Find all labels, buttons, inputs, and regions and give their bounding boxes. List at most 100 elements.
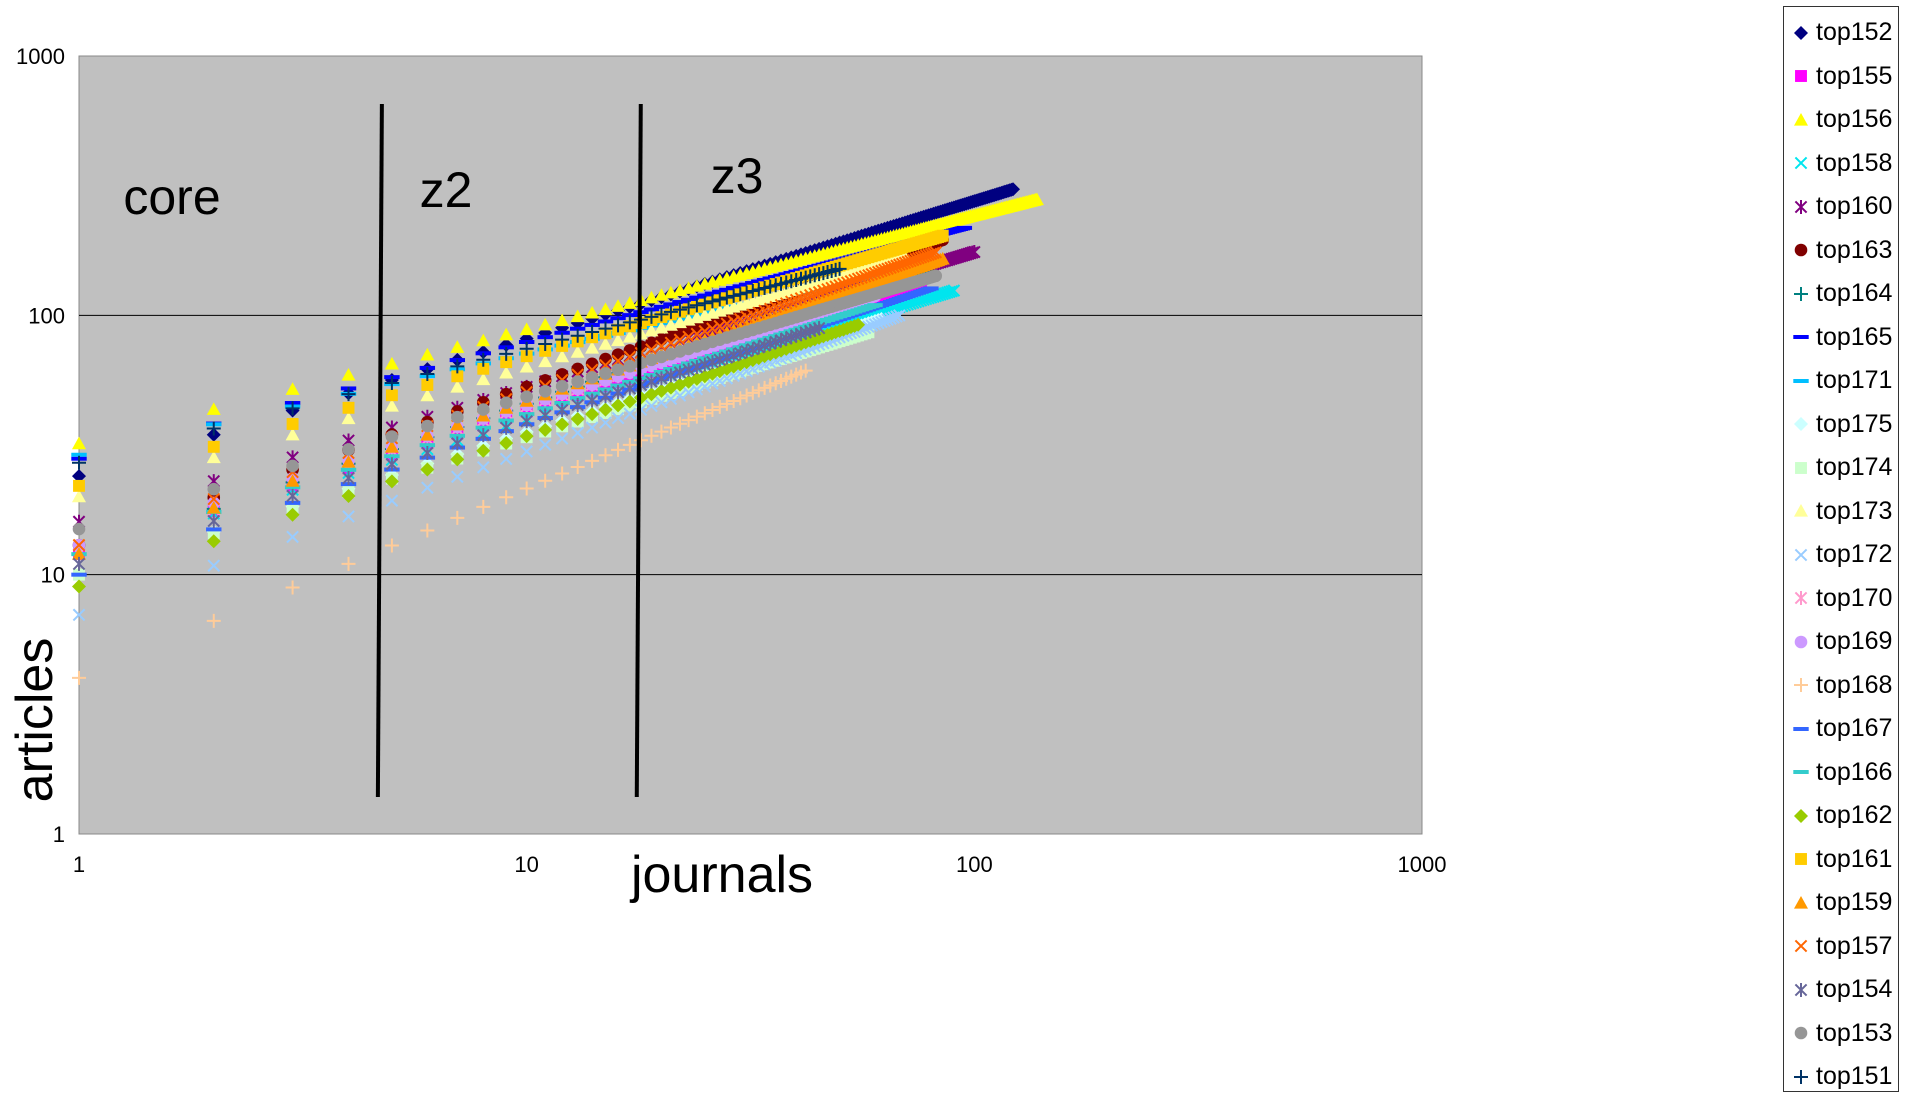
point-top154 xyxy=(698,357,712,372)
point-top153 xyxy=(585,371,599,384)
point-top172 xyxy=(476,460,490,474)
point-top158 xyxy=(943,285,956,299)
point-top154 xyxy=(499,420,513,435)
point-top153 xyxy=(207,482,221,496)
point-top157 xyxy=(803,288,817,302)
point-top156 xyxy=(611,299,626,312)
point-top151 xyxy=(611,318,626,333)
point-top156 xyxy=(72,436,86,450)
point-top172 xyxy=(520,445,533,458)
point-top156 xyxy=(555,313,570,327)
point-top173 xyxy=(538,354,553,368)
legend-item-top164: top164 xyxy=(1784,272,1898,316)
point-top174 xyxy=(740,363,753,376)
point-top168 xyxy=(733,391,748,406)
point-top154 xyxy=(538,408,552,423)
point-top162 xyxy=(341,488,356,503)
point-top154 xyxy=(706,355,719,370)
legend-symbol xyxy=(1795,70,1807,83)
point-top157 xyxy=(844,274,858,288)
legend-symbol xyxy=(1793,726,1809,731)
point-top162 xyxy=(622,394,637,409)
point-top160 xyxy=(968,245,981,260)
point-top151 xyxy=(681,300,696,315)
point-top172 xyxy=(664,392,678,406)
point-top157 xyxy=(821,282,834,296)
series-top168 xyxy=(72,363,813,685)
point-top157 xyxy=(623,350,637,364)
legend-marker-circle xyxy=(1794,1026,1808,1040)
point-top162 xyxy=(611,398,626,413)
point-top153 xyxy=(72,522,86,536)
legend-item-top171: top171 xyxy=(1784,359,1898,403)
point-top159 xyxy=(384,440,399,453)
point-top156 xyxy=(1029,192,1044,206)
point-top168 xyxy=(654,424,669,439)
point-top168 xyxy=(681,413,696,428)
point-top151 xyxy=(751,282,766,297)
legend-label: top151 xyxy=(1816,1062,1893,1091)
legend-marker-circle xyxy=(1794,243,1808,257)
point-top161 xyxy=(477,362,490,375)
point-top154 xyxy=(720,350,734,365)
point-top156 xyxy=(598,302,613,316)
point-top151 xyxy=(622,315,637,330)
zone-label-z2: z2 xyxy=(420,162,473,218)
point-top168 xyxy=(538,473,553,488)
legend-symbol xyxy=(1794,243,1808,257)
point-top159 xyxy=(206,501,221,514)
zone-label-z3: z3 xyxy=(711,148,764,204)
point-top157 xyxy=(833,278,846,292)
legend-symbol xyxy=(1793,378,1809,383)
legend-label: top152 xyxy=(1816,18,1893,47)
point-top168 xyxy=(726,394,741,409)
point-top154 xyxy=(72,556,86,571)
point-top172 xyxy=(385,494,399,507)
point-top168 xyxy=(285,580,300,595)
point-top151 xyxy=(499,346,514,361)
point-top173 xyxy=(598,337,613,350)
point-top165 xyxy=(689,295,705,300)
point-top151 xyxy=(832,261,847,276)
point-top156 xyxy=(519,322,534,336)
point-top168 xyxy=(384,538,399,553)
series-top153 xyxy=(72,269,943,536)
legend-marker-square xyxy=(1795,70,1807,83)
point-top173 xyxy=(499,365,514,379)
point-top159 xyxy=(285,474,300,487)
legend-marker-plus xyxy=(1794,286,1808,301)
point-top157 xyxy=(929,245,943,259)
legend-item-top155: top155 xyxy=(1784,55,1898,99)
point-top172 xyxy=(538,438,552,452)
point-top153 xyxy=(599,367,612,380)
point-top172 xyxy=(499,452,513,466)
point-top162 xyxy=(384,474,399,489)
point-top165 xyxy=(672,300,688,305)
point-top156 xyxy=(499,327,514,341)
point-top168 xyxy=(751,383,766,398)
point-top174 xyxy=(207,527,220,540)
point-top162 xyxy=(851,317,866,332)
point-top172 xyxy=(623,407,637,421)
point-top151 xyxy=(739,285,754,300)
y-tick-label: 10 xyxy=(41,563,65,588)
legend-marker-diamond xyxy=(1794,808,1808,823)
legend-symbol xyxy=(1794,286,1808,301)
legend-symbol xyxy=(1794,635,1808,649)
point-top156 xyxy=(420,347,435,361)
point-top173 xyxy=(341,411,356,425)
point-top151 xyxy=(654,307,669,322)
legend-label: top162 xyxy=(1816,801,1893,830)
point-top168 xyxy=(663,420,678,435)
legend-item-top167: top167 xyxy=(1784,707,1898,751)
point-top157 xyxy=(829,280,842,293)
point-top162 xyxy=(570,411,585,426)
point-top168 xyxy=(611,442,626,457)
point-top154 xyxy=(571,398,584,413)
point-top167 xyxy=(923,286,939,291)
point-top151 xyxy=(72,455,86,470)
legend-item-top174: top174 xyxy=(1784,446,1898,490)
legend-marker-x xyxy=(1794,939,1808,953)
point-top151 xyxy=(585,325,600,340)
point-top151 xyxy=(285,401,300,416)
